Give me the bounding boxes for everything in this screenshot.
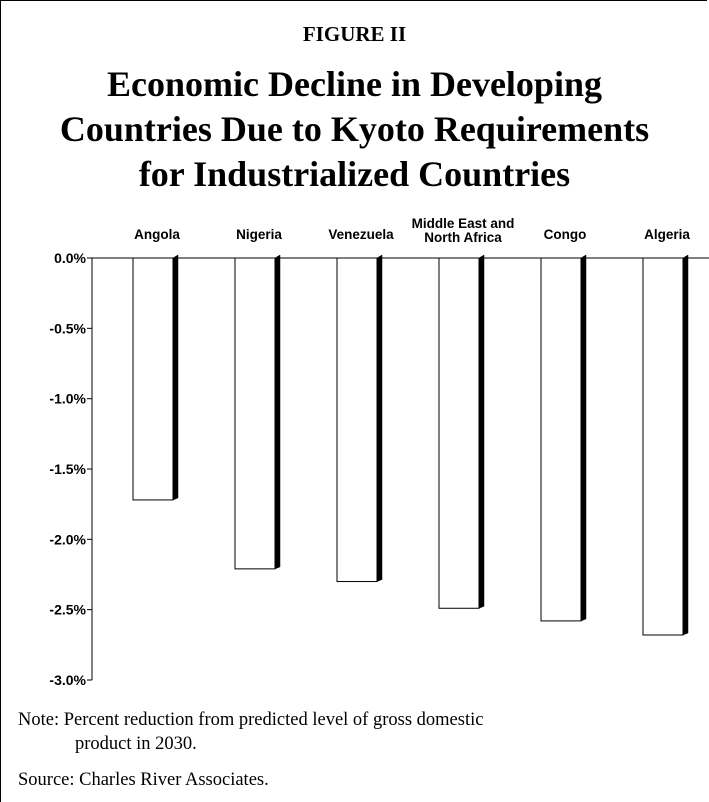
chart-source: Source: Charles River Associates. bbox=[18, 770, 269, 790]
category-label: Middle East and North Africa bbox=[412, 216, 515, 245]
category-label-line: Algeria bbox=[644, 227, 690, 242]
bar-shadow bbox=[172, 254, 179, 501]
y-tick-label: 0.0% bbox=[54, 250, 86, 266]
y-tick-label: -2.0% bbox=[49, 531, 86, 547]
y-tick-label: -1.5% bbox=[49, 461, 86, 477]
chart-note-line-1: Note: Percent reduction from predicted l… bbox=[18, 710, 484, 730]
figure-label: FIGURE II bbox=[302, 22, 407, 46]
bar bbox=[336, 257, 378, 583]
category-label-line: Middle East and bbox=[412, 216, 515, 231]
bar-shadow bbox=[682, 254, 689, 636]
bar bbox=[234, 257, 276, 570]
category-label: Angola bbox=[134, 227, 180, 242]
chart-note-line-2: product in 2030. bbox=[75, 734, 197, 754]
y-tick-label: -0.5% bbox=[49, 320, 86, 336]
category-label-line: Nigeria bbox=[236, 227, 282, 242]
category-label-line: North Africa bbox=[424, 230, 502, 245]
category-label: Algeria bbox=[644, 227, 690, 242]
chart-note: Note: Percent reduction from predicted l… bbox=[18, 708, 678, 756]
category-label: Nigeria bbox=[236, 227, 282, 242]
chart-title-line-2: Countries Due to Kyoto Requirements bbox=[59, 109, 650, 149]
chart-title-line-3: for Industrialized Countries bbox=[138, 154, 571, 194]
bar-chart: 0.0% -0.5% -1.0% -1.5% -2.0% -2.5% -3.0% Angola… bbox=[49, 216, 709, 688]
chart-title-line-1: Economic Decline in Developing bbox=[107, 64, 602, 104]
bar-shadow bbox=[274, 254, 281, 570]
category-label-line: Angola bbox=[134, 227, 180, 242]
category-label: Venezuela bbox=[328, 227, 394, 242]
y-tick-label: -1.0% bbox=[49, 391, 86, 407]
bar bbox=[438, 257, 480, 609]
bar-shadow bbox=[580, 254, 587, 622]
bar-shadow bbox=[478, 254, 485, 609]
bar bbox=[642, 257, 684, 636]
bar-shadow bbox=[376, 254, 383, 582]
bar bbox=[540, 257, 582, 622]
bar bbox=[132, 257, 174, 501]
y-tick-label: -2.5% bbox=[49, 602, 86, 618]
chart-title: Economic Decline in Developing Countries… bbox=[0, 62, 709, 197]
y-tick-label: -3.0% bbox=[49, 672, 86, 688]
category-label-line: Congo bbox=[544, 227, 587, 242]
category-label-line: Venezuela bbox=[328, 227, 394, 242]
category-label: Congo bbox=[544, 227, 587, 242]
